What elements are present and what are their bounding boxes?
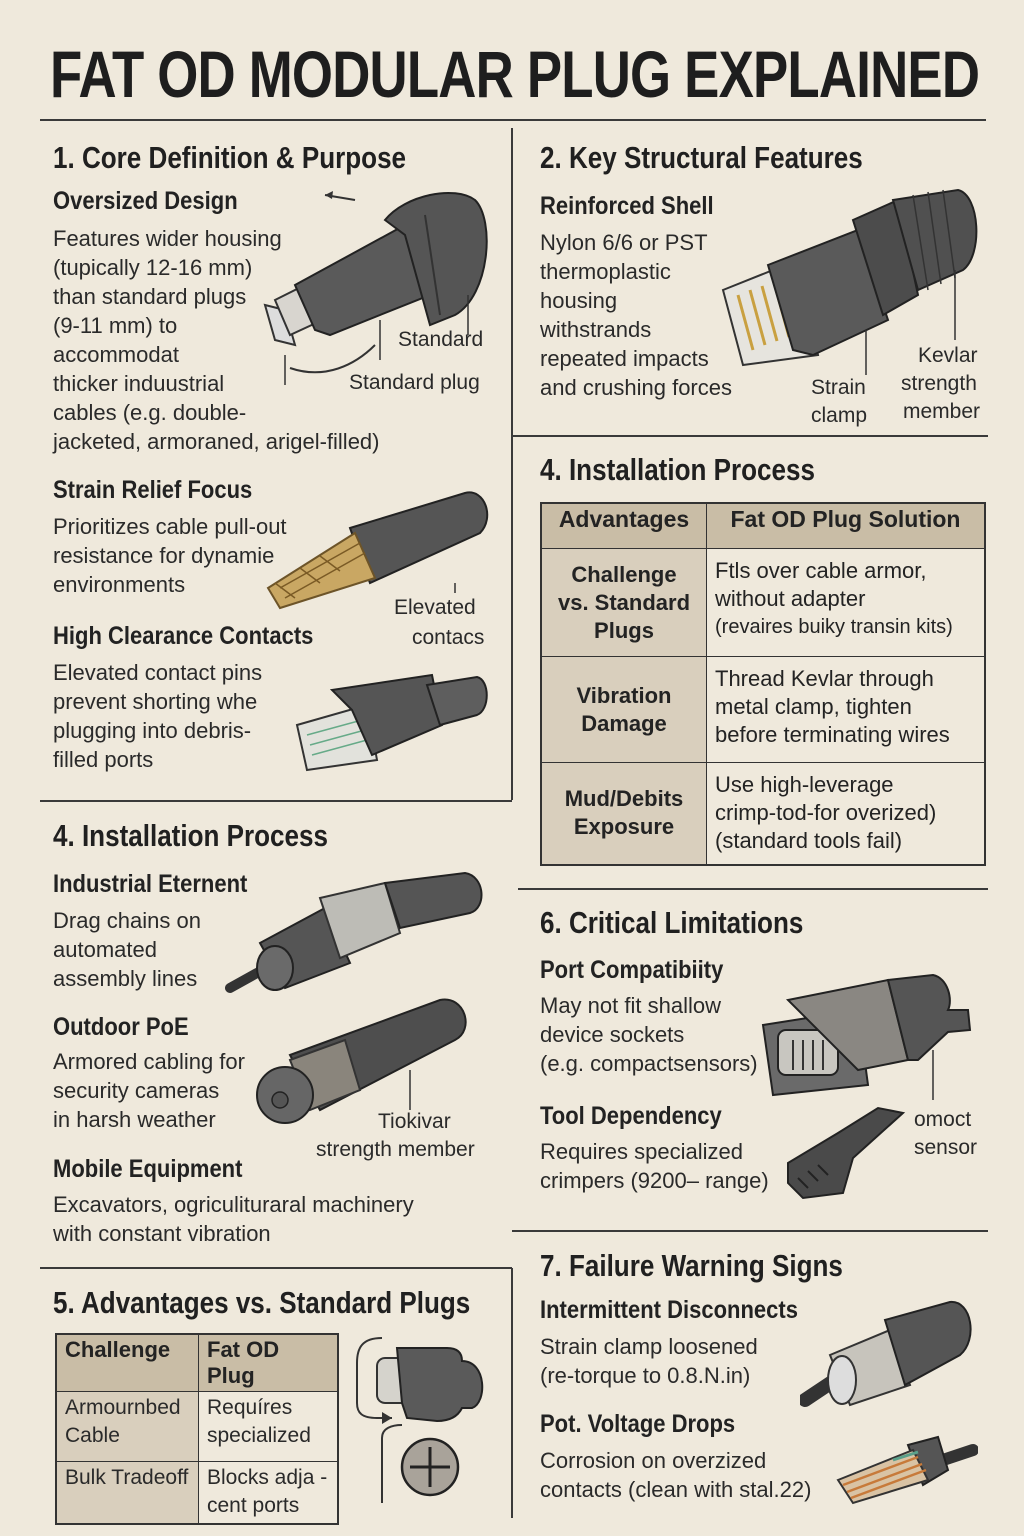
table-header: Fat OD Plug Solution — [706, 502, 986, 549]
section-4-right-heading: 4. Installation Process — [540, 452, 815, 487]
table-cell: Bulk Tradeoff — [55, 1461, 199, 1524]
table-row: Mud/Debits Exposure Use high-leverage crim… — [540, 762, 986, 865]
member-label: member — [903, 400, 981, 423]
table-row: Bulk Tradeoff Blocks adja - cent ports — [55, 1461, 339, 1524]
tiokivar-label: Tiokivar — [378, 1110, 451, 1133]
omoct-label: omoct — [914, 1108, 972, 1131]
page-title: FAT OD MODULAR PLUG EXPLAINED — [50, 37, 980, 111]
table-cell: Requíres specialized — [198, 1391, 339, 1462]
intermittent-text: Strain clamp loosened (re-torque to 0.8.N… — [540, 1334, 758, 1388]
table-cell: Use high-leverage crimp-tod-for overized)… — [706, 762, 986, 865]
reinforced-shell-text: Nylon 6/6 or PST thermoplastic housing with… — [540, 230, 732, 400]
table-header: Advantages — [540, 502, 707, 549]
table-row: Vibration Damage Thread Kevlar through met… — [540, 656, 986, 763]
divider — [512, 1230, 988, 1232]
section-2-heading: 2. Key Structural Features — [540, 140, 863, 175]
industrial-plug-illustration — [225, 871, 483, 993]
section-5-heading: 5. Advantages vs. Standard Plugs — [53, 1285, 471, 1320]
outdoor-plug-illustration — [256, 998, 467, 1124]
oversized-design-title: Oversized Design — [53, 187, 238, 215]
strain-relief-title: Strain Relief Focus — [53, 476, 253, 504]
port-compat-title: Port Compatibiity — [540, 956, 724, 984]
divider — [518, 888, 988, 890]
loose-clamp-illustration — [800, 1300, 972, 1407]
outdoor-poe-title: Outdoor PoE — [53, 1013, 189, 1041]
port-socket-illustration — [761, 973, 972, 1100]
corroded-contacts-illustration — [836, 1435, 978, 1505]
mobile-equipment-text: Excavators, ogriculituraral machinery wit… — [53, 1192, 414, 1246]
table-cell: Vibration Damage — [540, 656, 707, 763]
industrial-title: Industrial Eternent — [53, 870, 248, 898]
plug-plus-illustration — [356, 1337, 484, 1503]
strain-relief-text: Prioritizes cable pull-out resistance for… — [53, 514, 287, 597]
tool-dependency-text: Requires specialized crimpers (9200– rang… — [540, 1139, 769, 1193]
rj45-contacts-illustration — [295, 673, 488, 772]
table-cell: Ftls over cable armor, without adapter (re… — [706, 548, 986, 657]
high-clearance-title: High Clearance Contacts — [53, 622, 314, 650]
table-header: Challenge — [55, 1333, 199, 1392]
standard-label: Standard — [398, 328, 484, 351]
table-cell: Mud/Debits Exposure — [540, 762, 707, 865]
divider — [40, 119, 986, 121]
advantages-table: Challenge Fat OD Plug Armournbed Cable Re… — [55, 1333, 339, 1525]
elevated-label: Elevated — [394, 596, 476, 619]
reinforced-plug-illustration — [721, 188, 978, 375]
table-cell: Challenge vs. Standard Plugs — [540, 548, 707, 657]
sensor-label: sensor — [914, 1136, 978, 1159]
divider — [40, 1267, 512, 1269]
table-header-row: Advantages Fat OD Plug Solution — [540, 502, 986, 549]
strength-label: strength — [901, 372, 977, 395]
intermittent-title: Intermittent Disconnects — [540, 1296, 798, 1324]
section-1-heading: 1. Core Definition & Purpose — [53, 140, 407, 175]
table-cell: Thread Kevlar through metal clamp, tighte… — [706, 656, 986, 763]
port-compat-text: May not fit shallow device sockets (e.g. c… — [540, 993, 758, 1076]
divider — [511, 128, 513, 800]
clamp-label: clamp — [811, 404, 868, 427]
mobile-equipment-title: Mobile Equipment — [53, 1155, 243, 1183]
section-6-heading: 6. Critical Limitations — [540, 905, 804, 940]
voltage-drops-title: Pot. Voltage Drops — [540, 1410, 736, 1438]
kevlar-label: Kevlar — [918, 344, 978, 367]
divider — [40, 800, 512, 802]
divider — [512, 435, 988, 437]
table-header-row: Challenge Fat OD Plug — [55, 1333, 339, 1392]
crimper-illustration — [787, 1106, 906, 1200]
oversized-plug-illustration — [263, 191, 488, 385]
strain-label: Strain — [811, 376, 866, 399]
installation-table: Advantages Fat OD Plug Solution Challeng… — [540, 502, 986, 866]
oversized-design-text: Features wider housing (tupically 12-16 m… — [53, 226, 380, 454]
table-row: Armournbed Cable Requíres specialized — [55, 1391, 339, 1462]
strength-member-label: strength member — [316, 1138, 475, 1161]
high-clearance-text: Elevated contact pins prevent shorting wh… — [53, 660, 263, 772]
table-cell: Blocks adja - cent ports — [198, 1461, 339, 1524]
standard-plug-label: Standard plug — [349, 371, 480, 394]
industrial-text: Drag chains on automated assembly lines — [53, 908, 201, 991]
tool-dependency-title: Tool Dependency — [540, 1102, 722, 1130]
table-row: Challenge vs. Standard Plugs Ftls over cab… — [540, 548, 986, 657]
outdoor-poe-text: Armored cabling for security cameras in ha… — [53, 1049, 245, 1132]
reinforced-shell-title: Reinforced Shell — [540, 192, 714, 220]
divider — [511, 1268, 513, 1518]
table-header: Fat OD Plug — [198, 1333, 339, 1392]
voltage-drops-text: Corrosion on overzized contacts (clean wi… — [540, 1448, 812, 1502]
cable-braid-illustration — [266, 491, 489, 610]
table-cell: Armournbed Cable — [55, 1391, 199, 1462]
section-4-left-heading: 4. Installation Process — [53, 818, 328, 853]
contacs-label: contacs — [412, 626, 485, 649]
section-7-heading: 7. Failure Warning Signs — [540, 1248, 843, 1283]
